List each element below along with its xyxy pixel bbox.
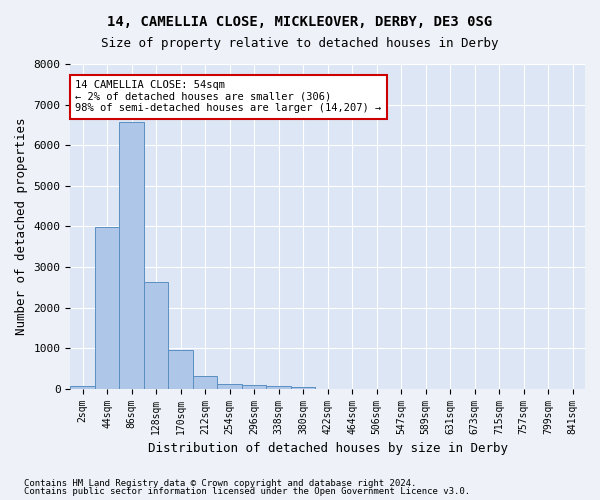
Text: 14 CAMELLIA CLOSE: 54sqm
← 2% of detached houses are smaller (306)
98% of semi-d: 14 CAMELLIA CLOSE: 54sqm ← 2% of detache… [76,80,382,114]
Text: Contains public sector information licensed under the Open Government Licence v3: Contains public sector information licen… [24,487,470,496]
Bar [217,384,242,388]
Text: Contains HM Land Registry data © Crown copyright and database right 2024.: Contains HM Land Registry data © Crown c… [24,478,416,488]
Bar [169,350,193,389]
Bar [95,227,119,388]
Text: Size of property relative to detached houses in Derby: Size of property relative to detached ho… [101,38,499,51]
Bar [193,376,217,388]
Bar [144,282,169,389]
X-axis label: Distribution of detached houses by size in Derby: Distribution of detached houses by size … [148,442,508,455]
Bar [291,386,316,388]
Bar [119,122,144,388]
Bar [266,386,291,388]
Text: 14, CAMELLIA CLOSE, MICKLEOVER, DERBY, DE3 0SG: 14, CAMELLIA CLOSE, MICKLEOVER, DERBY, D… [107,15,493,29]
Bar [70,386,95,388]
Bar [242,385,266,388]
Y-axis label: Number of detached properties: Number of detached properties [15,118,28,335]
